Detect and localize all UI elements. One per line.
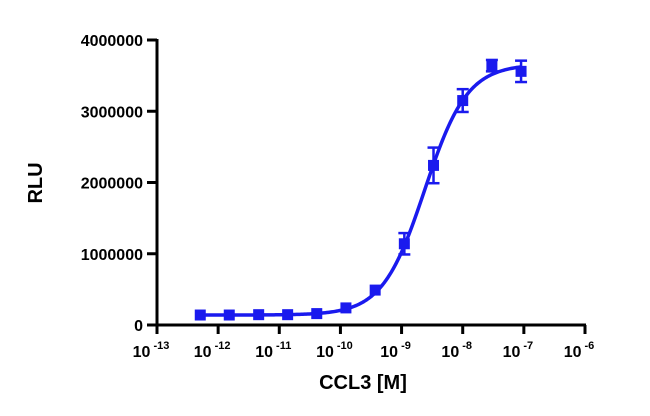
x-tick-label: 10 -8 — [441, 340, 472, 361]
x-tick-label: 10 -13 — [133, 340, 170, 361]
x-axis-title: CCL3 [M] — [319, 372, 407, 394]
fit-curve — [200, 65, 522, 317]
data-point — [194, 309, 206, 321]
data-point — [253, 309, 265, 321]
y-axis: 0 1000000 2000000 3000000 4000000 — [81, 33, 159, 335]
x-tick-label: 10 -11 — [255, 340, 291, 361]
y-axis-title: RLU — [25, 162, 47, 203]
x-tick-label: 10 -10 — [316, 340, 353, 361]
data-point — [398, 238, 410, 250]
data-point — [311, 308, 323, 320]
y-tick-label: 1000000 — [81, 247, 143, 264]
x-axis: 10 -13 10 -12 10 -11 10 -10 10 -9 10 -8 10 -7 10 -6 — [133, 323, 595, 361]
x-tick-label: 10 -7 — [503, 340, 534, 361]
y-tick-label: 2000000 — [81, 176, 143, 193]
data-point — [369, 284, 381, 296]
x-tick-label: 10 -9 — [380, 340, 411, 361]
data-point — [428, 159, 440, 171]
x-tick-label: 10 -12 — [194, 340, 231, 361]
data-point — [223, 309, 235, 321]
plot-area — [194, 58, 528, 321]
y-tick-label: 4000000 — [81, 33, 143, 50]
data-point — [515, 65, 527, 77]
x-tick-label: 10 -6 — [564, 340, 595, 361]
data-point — [457, 95, 469, 107]
data-point — [282, 309, 294, 321]
data-point — [486, 60, 498, 72]
y-tick-label: 0 — [134, 318, 143, 335]
data-point — [340, 302, 352, 314]
y-tick-label: 3000000 — [81, 104, 143, 121]
